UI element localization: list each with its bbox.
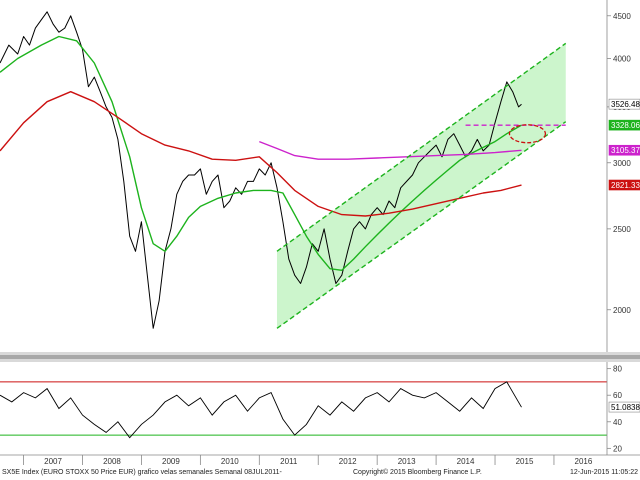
oscillator-tick-label: 60: [613, 391, 622, 400]
price-line: [0, 11, 522, 329]
value-badge: [608, 401, 640, 413]
channel-fill: [276, 43, 566, 329]
value-badges: 3526.48 3328.06 3105.37 2821.33 51.0838: [608, 98, 640, 413]
value-badge-label: 3328.06: [611, 121, 640, 130]
oscillator-reference-lines: [0, 381, 607, 436]
oscillator-tick-labels: 20 40 60 80: [607, 365, 622, 453]
moving-average-line-3: [259, 140, 522, 160]
value-badge-label: 3105.37: [611, 146, 640, 155]
value-badge: [608, 98, 640, 110]
price-tick-label: 4500: [613, 12, 631, 21]
price-tick-label: 2000: [613, 306, 631, 315]
year-label: 2008: [103, 457, 121, 466]
year-label: 2013: [398, 457, 416, 466]
value-badge: [608, 119, 640, 131]
year-label: 2014: [457, 457, 475, 466]
price-tick-label: 4000: [613, 54, 631, 63]
price-tick-label: 2500: [613, 225, 631, 234]
year-label: 2011: [280, 457, 298, 466]
value-badge-label: 51.0838: [611, 403, 640, 412]
panel-separator: [0, 352, 640, 362]
year-label: 2016: [575, 457, 593, 466]
moving-average-line-1: [0, 35, 522, 271]
year-label: 2009: [162, 457, 180, 466]
year-label: 2007: [44, 457, 62, 466]
value-badge-label: 3526.48: [611, 100, 640, 109]
price-gridlines: [607, 15, 611, 311]
year-labels: 2007 2008 2009 2010 2011 2012 2013 2014 2015 2016: [23, 455, 593, 466]
price-tick-label: 3000: [613, 159, 631, 168]
oscillator-series: [0, 381, 522, 439]
price-series: [0, 11, 522, 329]
value-badge: [608, 179, 640, 191]
channel-lines: [276, 42, 567, 329]
oscillator-tick-label: 80: [613, 365, 622, 374]
year-label: 2012: [339, 457, 357, 466]
channel-lower-line: [276, 121, 567, 329]
footer: SX5E Index (EURO STOXX 50 Price EUR) gra…: [0, 468, 640, 480]
footer-copyright: Copyright© 2015 Bloomberg Finance L.P.: [353, 469, 482, 476]
value-badge-label: 2821.33: [611, 181, 640, 190]
value-badge: [608, 144, 640, 156]
moving-average-line-2: [0, 90, 522, 217]
channel-upper-line: [276, 42, 567, 252]
oscillator-line: [0, 381, 522, 439]
highlight-ellipse: [508, 124, 547, 144]
footer-description: SX5E Index (EURO STOXX 50 Price EUR) gra…: [2, 469, 282, 476]
oscillator-tick-label: 40: [613, 418, 622, 427]
year-label: 2015: [516, 457, 534, 466]
oscillator-tick-label: 20: [613, 444, 622, 453]
year-label: 2010: [221, 457, 239, 466]
footer-timestamp: 12-Jun-2015 11:05:22: [570, 469, 638, 476]
